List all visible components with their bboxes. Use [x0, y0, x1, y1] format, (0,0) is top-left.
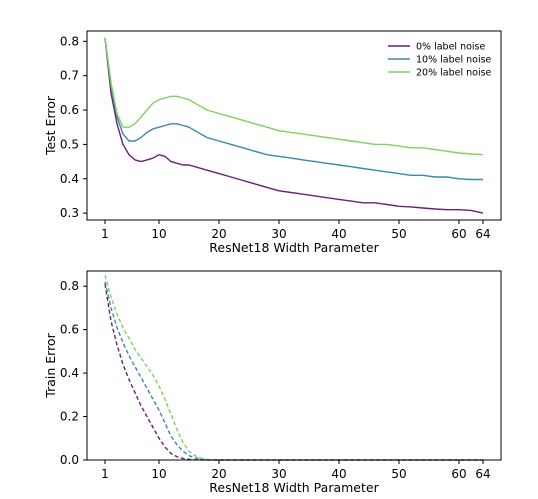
train-error-panel: 1 10 20 30 40 50 60 64 0.0 0.2 0.4 0.6 0.8 ResNet18 W…	[43, 270, 502, 495]
series-line-s20	[104, 275, 483, 461]
x-tick-label: 50	[391, 467, 406, 481]
x-tick-label: 30	[271, 467, 286, 481]
x-axis-label: ResNet18 Width Parameter	[209, 480, 379, 495]
legend: 0% label noise 10% label noise 20% label n…	[388, 42, 492, 79]
x-tick-label: 20	[211, 227, 226, 241]
x-tick-label: 64	[475, 227, 490, 241]
y-tick-label: 0.5	[60, 137, 79, 151]
x-tick-label: 10	[151, 467, 166, 481]
series-line-s0	[104, 37, 484, 214]
x-tick-label: 60	[451, 227, 466, 241]
y-tick-label: 0.0	[60, 453, 79, 467]
x-tick-label: 30	[271, 227, 286, 241]
series-line-s20	[104, 37, 484, 156]
legend-label: 20% label noise	[416, 68, 492, 79]
y-tick-label: 0.4	[60, 172, 79, 186]
y-tick-label: 0.8	[60, 279, 79, 293]
plot-frame	[86, 270, 502, 461]
y-tick-label: 0.2	[60, 410, 79, 424]
y-tick-label: 0.3	[60, 206, 79, 220]
y-tick-label: 0.7	[60, 69, 79, 83]
series-line-s10	[104, 281, 483, 461]
y-tick-label: 0.6	[60, 103, 79, 117]
x-tick-label: 50	[391, 227, 406, 241]
test-error-panel: 1 10 20 30 40 50 60 64 0.3 0.4 0.5 0.6 0.7 0.8 ResNet1…	[43, 30, 502, 255]
x-tick-label: 64	[475, 467, 490, 481]
x-tick-label: 40	[331, 467, 346, 481]
x-tick-label: 40	[331, 227, 346, 241]
x-tick-label: 20	[211, 467, 226, 481]
x-tick-label: 10	[151, 227, 166, 241]
x-tick-label: 1	[101, 227, 109, 241]
y-tick-label: 0.4	[60, 366, 79, 380]
y-tick-label: 0.6	[60, 323, 79, 337]
y-tick-label: 0.8	[60, 34, 79, 48]
y-axis-label: Test Error	[43, 95, 58, 156]
x-tick-label: 60	[451, 467, 466, 481]
x-tick-label: 1	[101, 467, 109, 481]
legend-label: 0% label noise	[416, 42, 486, 53]
x-axis-label: ResNet18 Width Parameter	[209, 240, 379, 255]
legend-label: 10% label noise	[416, 55, 492, 66]
y-axis-label: Train Error	[43, 332, 58, 398]
series-line-s0	[104, 283, 483, 461]
series-line-s10	[104, 37, 483, 181]
plot-frame	[86, 30, 502, 221]
